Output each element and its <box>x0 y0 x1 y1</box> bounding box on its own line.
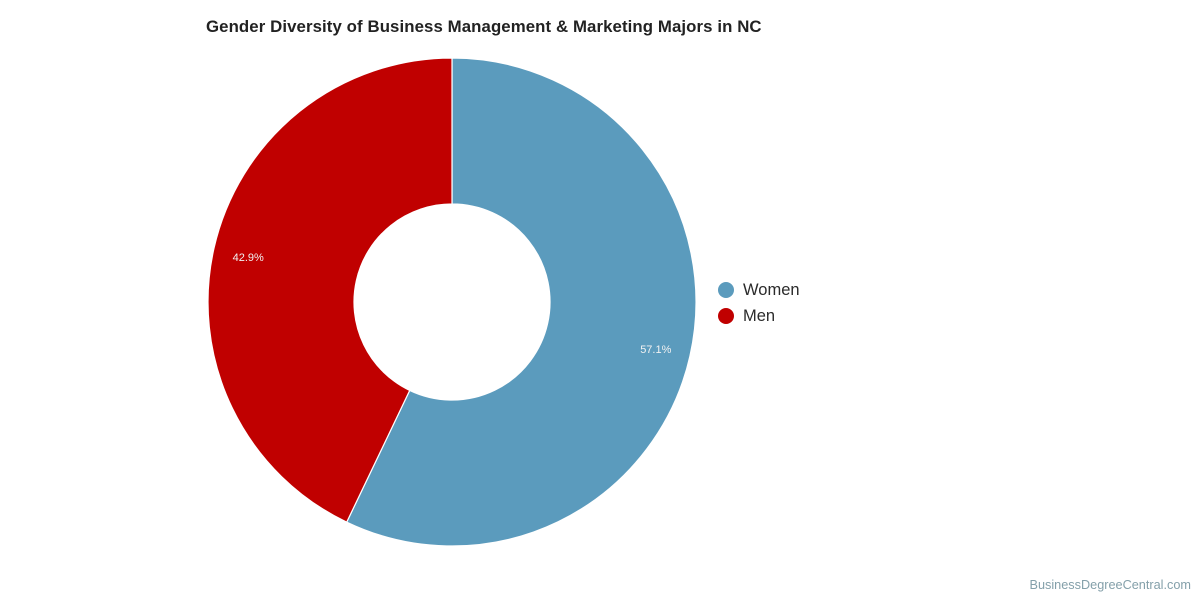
svg-text:42.9%: 42.9% <box>233 252 264 264</box>
svg-text:57.1%: 57.1% <box>640 344 671 356</box>
